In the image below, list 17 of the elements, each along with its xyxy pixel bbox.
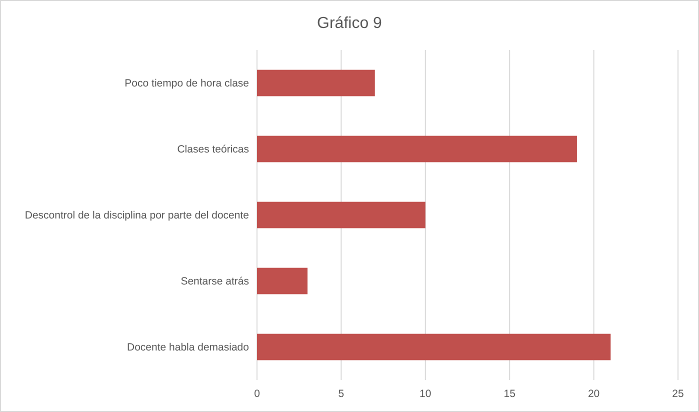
x-tick-label: 25 — [672, 388, 684, 400]
y-tick-label: Descontrol de la disciplina por parte del docente — [24, 210, 250, 222]
y-tick-label: Poco tiempo de hora clase — [124, 78, 250, 90]
y-tick-label: Docente habla demasiado — [126, 342, 250, 354]
y-tick-label: Sentarse atrás — [180, 276, 249, 288]
bar — [257, 268, 308, 294]
bar — [257, 136, 577, 162]
x-tick-label: 5 — [338, 388, 344, 400]
x-tick-label: 15 — [504, 388, 516, 400]
x-tick-label: 10 — [420, 388, 432, 400]
chart-title: Gráfico 9 — [317, 15, 382, 32]
bar — [257, 202, 426, 228]
x-tick-label: 20 — [588, 388, 600, 400]
bar — [257, 70, 375, 96]
bar — [257, 334, 611, 360]
x-tick-label: 0 — [254, 388, 260, 400]
y-tick-label: Clases teóricas — [177, 144, 249, 156]
